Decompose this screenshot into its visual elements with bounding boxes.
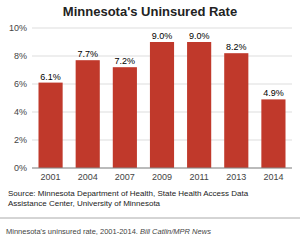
y-tick-label: 10%	[9, 23, 27, 33]
y-tick-label: 0%	[14, 163, 27, 173]
bar	[113, 67, 137, 168]
data-label: 9.0%	[152, 31, 173, 41]
title: Minnesota's Uninsured Rate	[63, 4, 237, 19]
source-line: Assistance Center, University of Minneso…	[8, 199, 161, 208]
x-tick-label: 2011	[189, 172, 208, 182]
data-label: 9.0%	[189, 31, 210, 41]
bar	[150, 42, 174, 168]
source-line: Source: Minnesota Department of Health, …	[8, 189, 249, 198]
bar	[76, 60, 100, 168]
x-tick-label: 2013	[226, 172, 246, 182]
bar	[224, 53, 248, 168]
grid-line	[32, 168, 292, 169]
y-tick-label: 4%	[14, 107, 27, 117]
x-tick-label: 2001	[41, 172, 61, 182]
bar	[39, 83, 63, 168]
data-label: 6.1%	[40, 72, 61, 82]
y-tick-label: 6%	[14, 79, 27, 89]
bar	[187, 42, 211, 168]
x-tick-label: 2004	[78, 172, 98, 182]
bars	[39, 42, 286, 168]
separator	[0, 218, 300, 219]
y-tick-label: 2%	[14, 135, 27, 145]
x-tick-label: 2009	[152, 172, 172, 182]
x-tick-label: 2014	[263, 172, 283, 182]
x-axis-line	[32, 168, 292, 169]
data-label: 7.7%	[77, 49, 98, 59]
y-tick-label: 8%	[14, 51, 27, 61]
grid	[32, 28, 292, 168]
caption-credit: Bill Catlin/MPR News	[140, 227, 211, 236]
caption-text: Minnesota's uninsured rate, 2001-2014.	[6, 227, 140, 236]
data-label: 7.2%	[115, 56, 136, 66]
grid-line	[32, 28, 292, 29]
bar	[261, 99, 285, 168]
data-label: 8.2%	[226, 42, 247, 52]
caption: Minnesota's uninsured rate, 2001-2014. B…	[6, 227, 211, 236]
data-label: 4.9%	[263, 88, 284, 98]
x-tick-label: 2007	[115, 172, 135, 182]
source-note: Source: Minnesota Department of Health, …	[8, 189, 249, 208]
chart: Minnesota's Uninsured Rate 0% 2% 4% 6% 8% 10% 2…	[0, 0, 300, 249]
